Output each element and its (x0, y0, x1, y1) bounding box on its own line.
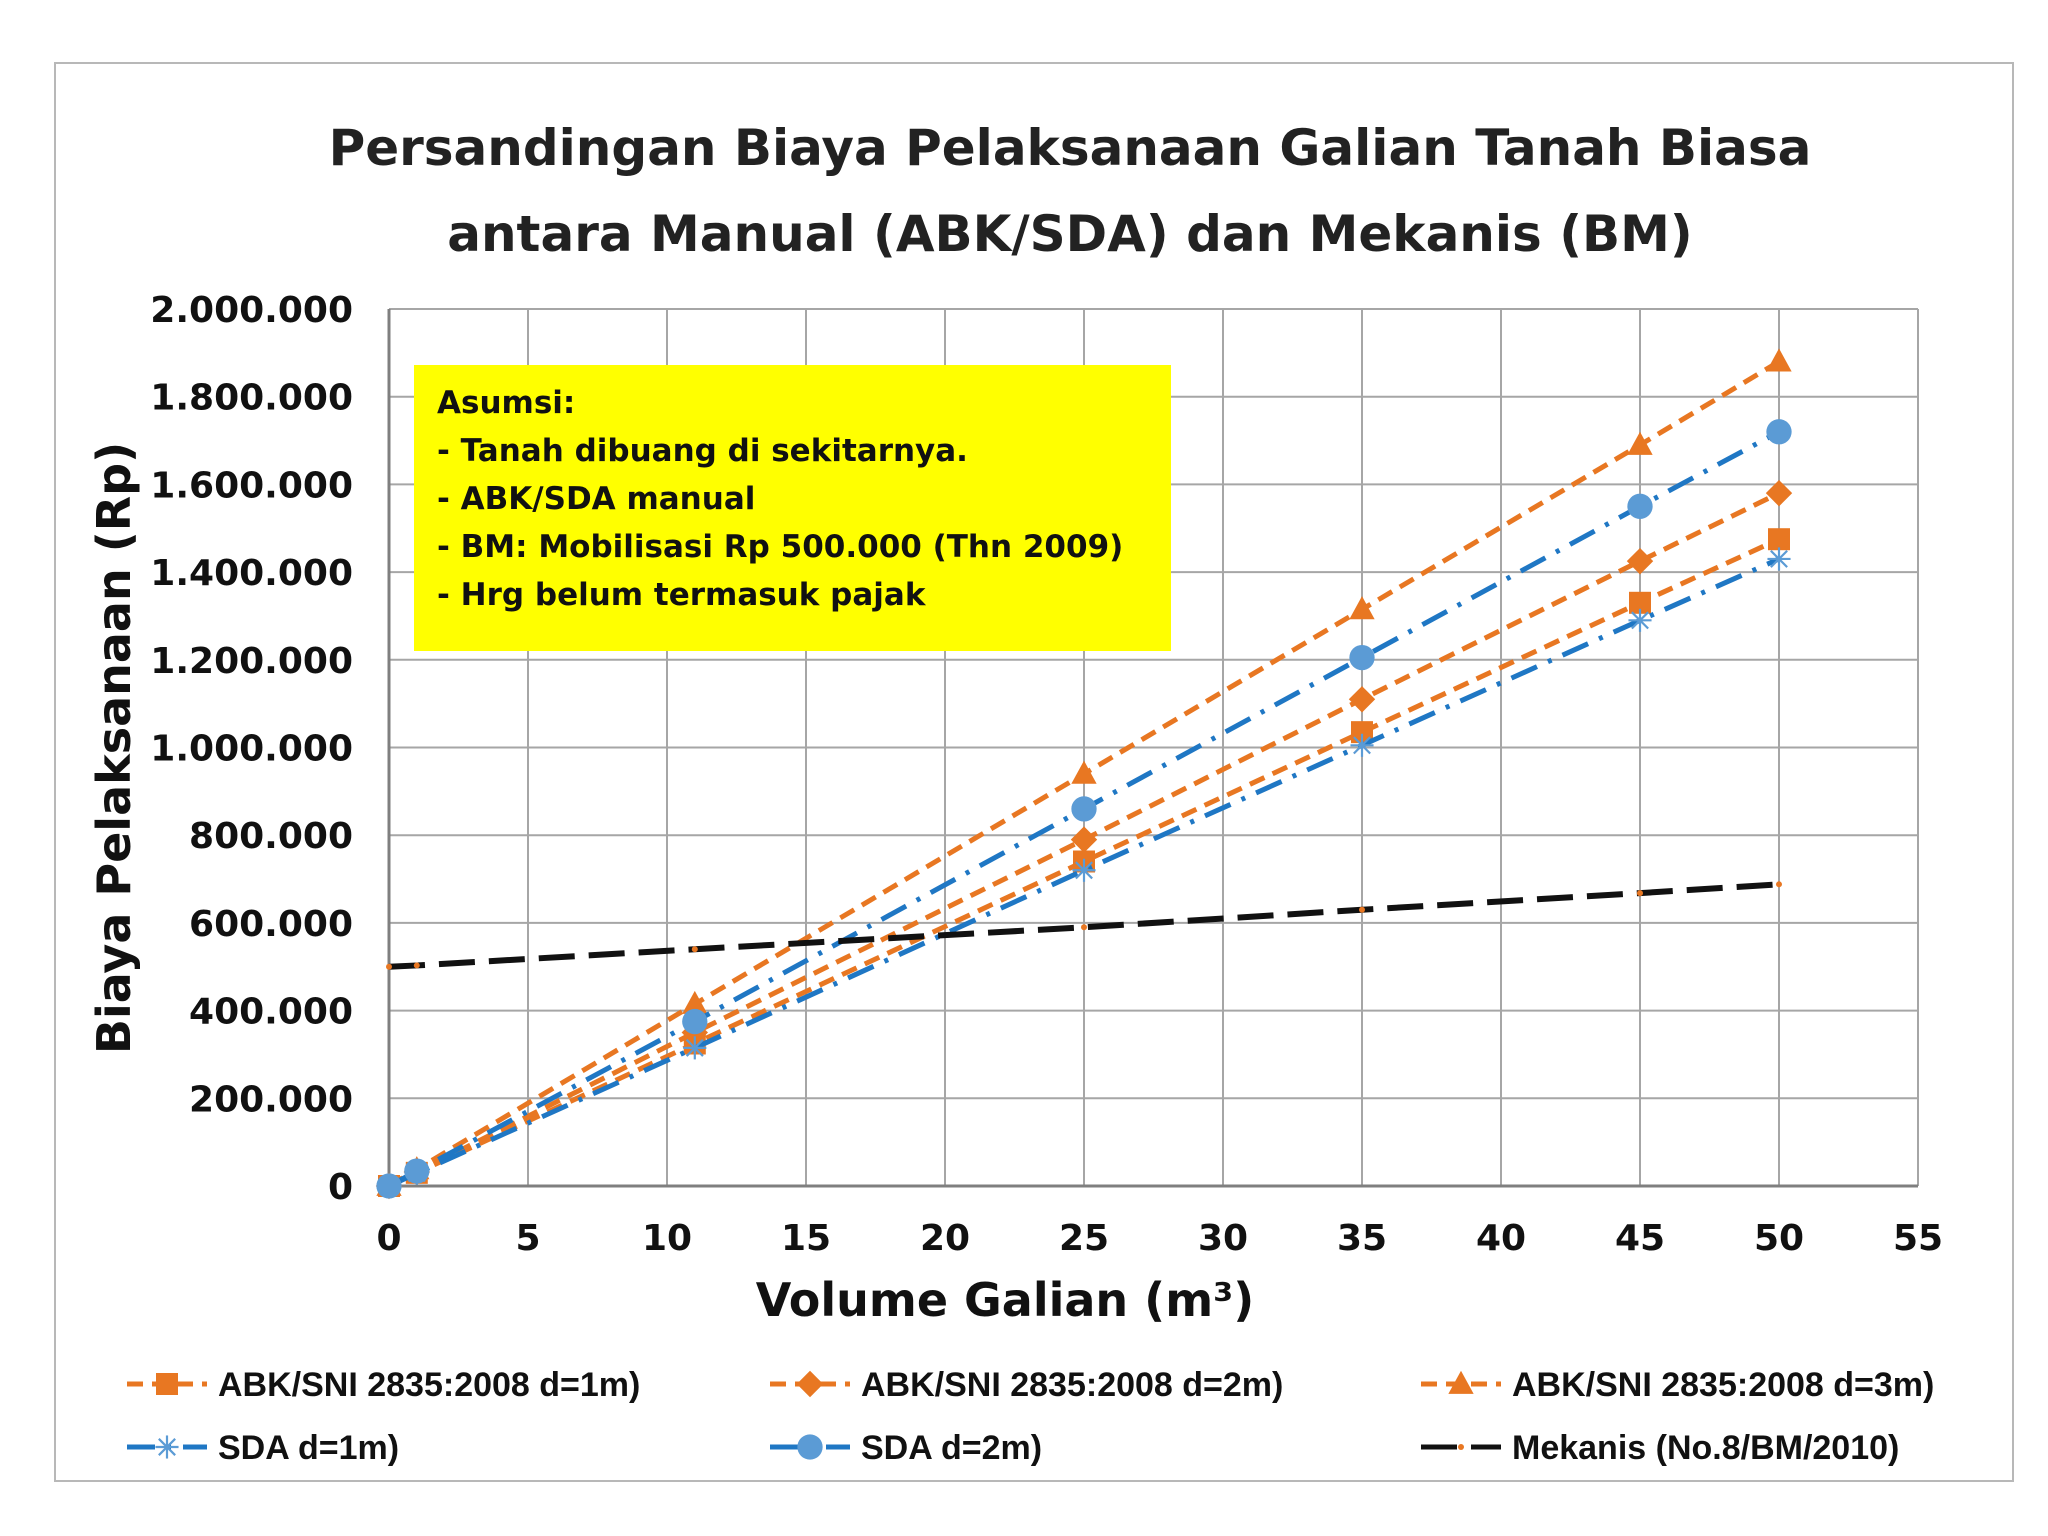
legend-swatch-marker-4-stroke (158, 1438, 176, 1456)
series-2-point-4 (1070, 826, 1098, 853)
legend-item-6: Mekanis (No.8/BM/2010) (1421, 1429, 1899, 1467)
x-tick-label-55: 55 (1893, 1218, 1943, 1259)
series-4-point-4 (1072, 858, 1096, 882)
series-6-point-3 (691, 946, 698, 953)
y-tick-label-4: 800.000 (189, 816, 353, 857)
legend-swatch-marker-5 (797, 1434, 823, 1460)
assumption-line-4: - BM: Mobilisasi Rp 500.000 (Thn 2009) (437, 529, 1123, 565)
series-3-point-5 (1349, 596, 1375, 620)
legend-label-2: ABK/SNI 2835:2008 d=2m) (861, 1366, 1283, 1404)
series-4-point-7 (1767, 547, 1791, 571)
series-5-point-7 (1766, 419, 1792, 445)
series-5 (376, 419, 1792, 1199)
x-tick-label-35: 35 (1337, 1218, 1387, 1259)
assumption-line-5: - Hrg belum termasuk pajak (437, 577, 927, 613)
x-tick-label-0: 0 (376, 1218, 401, 1259)
assumption-box (414, 365, 1171, 651)
assumption-line-2: - Tanah dibuang di sekitarnya. (437, 433, 968, 469)
series-6-point-5 (1359, 906, 1365, 913)
series-2-point-6 (1626, 547, 1654, 575)
legend-swatch-marker-3 (1448, 1370, 1474, 1394)
series-3-point-7 (1766, 348, 1792, 372)
legend-label-1: ABK/SNI 2835:2008 d=1m) (218, 1366, 640, 1404)
x-tick-label-45: 45 (1615, 1218, 1665, 1259)
series-2-point-5 (1348, 686, 1376, 713)
series-5-point-2 (404, 1158, 430, 1184)
series-6-point-1 (386, 963, 392, 970)
legend-swatch-marker-1 (156, 1373, 178, 1395)
series-6 (386, 881, 1782, 970)
series-4-point-5 (1350, 733, 1374, 757)
series-5-point-5 (1349, 644, 1375, 671)
legend-label-3: ABK/SNI 2835:2008 d=3m) (1512, 1366, 1934, 1404)
chart-title-line-1: Persandingan Biaya Pelaksanaan Galian Ta… (329, 119, 1812, 177)
assumption-line-1: Asumsi: (437, 385, 575, 421)
series-1-point-6 (1629, 591, 1651, 614)
x-tick-label-40: 40 (1476, 1218, 1526, 1259)
series-4-point-3 (683, 1036, 707, 1060)
legend-item-4: SDA d=1m) (127, 1429, 399, 1467)
y-tick-label-6: 1.200.000 (150, 641, 353, 682)
legend-item-5: SDA d=2m) (770, 1429, 1042, 1467)
series-4-point-7-stroke (1770, 550, 1788, 568)
y-tick-label-0: 0 (328, 1167, 353, 1208)
legend-label-5: SDA d=2m) (861, 1429, 1042, 1467)
x-tick-label-20: 20 (920, 1218, 970, 1259)
series-3-point-3 (682, 990, 708, 1014)
y-tick-label-7: 1.400.000 (150, 553, 353, 594)
x-tick-label-50: 50 (1754, 1218, 1804, 1259)
y-tick-label-5: 1.000.000 (150, 729, 353, 770)
series-3-point-4 (1071, 760, 1097, 784)
y-tick-label-9: 1.800.000 (150, 378, 353, 419)
assumption-line-3: - ABK/SDA manual (437, 481, 755, 517)
legend-item-2: ABK/SNI 2835:2008 d=2m) (770, 1366, 1283, 1404)
legend-label-6: Mekanis (No.8/BM/2010) (1512, 1429, 1899, 1467)
legend-swatch-marker-6 (1458, 1444, 1464, 1450)
x-tick-label-30: 30 (1198, 1218, 1248, 1259)
series-5-point-3 (682, 1008, 708, 1035)
series-6-point-7 (1776, 881, 1782, 888)
legend-swatch-marker-2 (796, 1370, 824, 1398)
series-1-point-7 (1768, 528, 1790, 551)
x-tick-label-5: 5 (515, 1218, 540, 1259)
series-2-point-7 (1765, 479, 1793, 507)
legend-item-1: ABK/SNI 2835:2008 d=1m) (127, 1366, 640, 1404)
legend-swatch-marker-4 (155, 1435, 179, 1459)
x-tick-label-25: 25 (1059, 1218, 1109, 1259)
series-4-point-3-stroke (685, 1038, 704, 1057)
series-5-point-1 (376, 1173, 402, 1199)
x-tick-label-10: 10 (642, 1218, 692, 1259)
legend-label-4: SDA d=1m) (218, 1429, 399, 1467)
series-5-point-4 (1071, 796, 1097, 822)
series-1-point-5 (1351, 721, 1373, 744)
x-axis-title: Volume Galian (m³) (756, 1273, 1255, 1327)
series-6-point-2 (413, 962, 420, 969)
y-tick-label-10: 2.000.000 (150, 290, 353, 331)
series-4-point-6-stroke (1631, 611, 1649, 630)
y-tick-label-2: 400.000 (189, 992, 353, 1033)
chart-title-line-2: antara Manual (ABK/SDA) dan Mekanis (BM) (447, 205, 1693, 263)
y-tick-label-1: 200.000 (189, 1079, 353, 1120)
series-6-point-4 (1081, 924, 1087, 931)
series-5-point-6 (1627, 493, 1653, 519)
y-axis-title: Biaya Pelaksanaan (Rp) (87, 442, 141, 1054)
legend-item-3: ABK/SNI 2835:2008 d=3m) (1421, 1366, 1934, 1404)
x-tick-label-15: 15 (781, 1218, 831, 1259)
series-6-point-6 (1637, 890, 1643, 897)
y-tick-label-3: 600.000 (189, 904, 353, 945)
series-3-point-6 (1627, 431, 1653, 455)
y-tick-label-8: 1.600.000 (150, 465, 353, 506)
series-4-point-4-stroke (1075, 861, 1093, 880)
series-4-point-5-stroke (1353, 736, 1371, 755)
series-4-point-6 (1628, 608, 1652, 632)
